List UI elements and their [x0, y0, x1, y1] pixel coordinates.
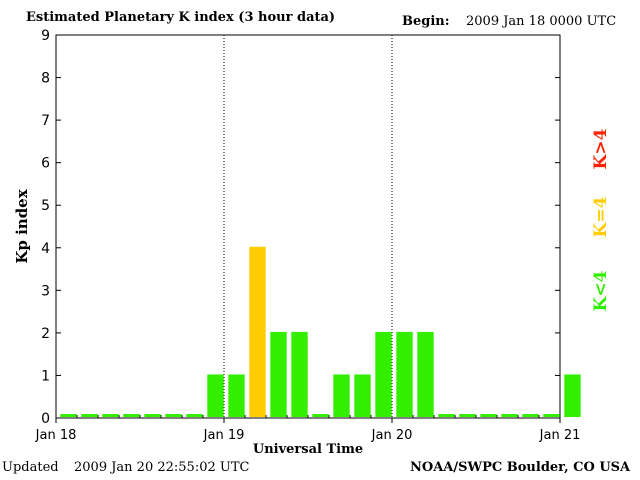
kp-bar — [102, 414, 119, 417]
source-credit: NOAA/SWPC Boulder, CO USA — [410, 460, 631, 475]
y-tick-label: 2 — [41, 326, 50, 342]
kp-bar — [312, 414, 329, 417]
x-tick-label: Jan 20 — [371, 428, 413, 443]
kp-bar — [459, 414, 476, 417]
y-tick-label: 9 — [41, 28, 50, 44]
kp-bar — [480, 414, 497, 417]
kp-bar — [228, 374, 245, 417]
y-axis-label: Kp index — [13, 188, 31, 263]
kp-bar — [522, 414, 539, 417]
kp-bar — [396, 331, 413, 417]
legend-k-greater-4: K>4 — [591, 128, 611, 170]
kp-bar — [60, 414, 77, 417]
legend-k-less-4: K<4 — [591, 270, 611, 312]
kp-bar — [354, 374, 371, 417]
x-tick-label: Jan 18 — [35, 428, 77, 443]
kp-bar — [543, 414, 560, 417]
kp-bar — [501, 414, 518, 417]
x-tick-label: Jan 21 — [539, 428, 581, 443]
y-tick-label: 7 — [41, 113, 50, 129]
y-tick-label: 3 — [41, 283, 50, 299]
kp-bar — [564, 374, 581, 417]
kp-bar — [375, 331, 392, 417]
kp-bar — [291, 331, 308, 417]
y-tick-label: 8 — [41, 71, 50, 87]
begin-value: 2009 Jan 18 0000 UTC — [466, 14, 617, 29]
kp-bar — [438, 414, 455, 417]
kp-bar — [144, 414, 161, 417]
legend-k-equal-4: K=4 — [591, 196, 611, 238]
kp-bar — [333, 374, 350, 417]
kp-bar — [417, 331, 434, 417]
y-tick-label: 0 — [41, 411, 50, 427]
updated-value: 2009 Jan 20 22:55:02 UTC — [74, 460, 250, 475]
kp-bar — [123, 414, 140, 417]
x-tick-label: Jan 19 — [203, 428, 245, 443]
chart-title: Estimated Planetary K index (3 hour data… — [26, 10, 336, 25]
y-tick-label: 4 — [41, 241, 50, 257]
y-tick-label: 6 — [41, 156, 50, 172]
kp-bar — [81, 414, 98, 417]
kp-bar — [207, 374, 224, 417]
x-axis-label: Universal Time — [253, 442, 363, 457]
kp-bar — [165, 414, 182, 417]
kp-bar — [186, 414, 203, 417]
updated-label: Updated — [2, 460, 59, 475]
kp-bar — [270, 331, 287, 417]
plot-frame — [55, 34, 561, 419]
kp-bar — [249, 246, 266, 417]
y-tick-label: 1 — [41, 368, 50, 384]
y-tick-label: 5 — [41, 198, 50, 214]
begin-label: Begin: — [402, 14, 450, 29]
